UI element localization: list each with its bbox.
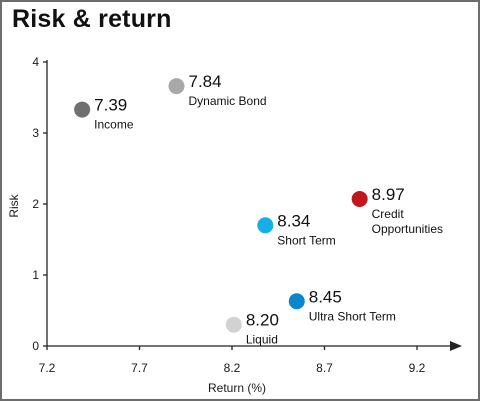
data-point: 8.20 Liquid — [225, 311, 279, 347]
data-point: 7.39 Income — [74, 96, 134, 132]
point-marker — [74, 101, 91, 118]
point-value-label: 8.97 — [372, 185, 405, 204]
point-value-label: 8.34 — [277, 211, 310, 230]
x-axis-arrow — [450, 341, 462, 351]
point-marker — [168, 78, 185, 95]
data-point: 8.45 Ultra Short Term — [288, 287, 396, 323]
data-point: 8.34 Short Term — [257, 211, 336, 247]
y-tick-label: 3 — [32, 126, 39, 140]
point-marker — [225, 316, 242, 333]
chart-title: Risk & return — [12, 5, 172, 33]
x-tick-label: 7.7 — [131, 361, 148, 375]
point-marker — [257, 217, 274, 234]
x-tick-label: 8.2 — [224, 361, 241, 375]
y-axis-label: Risk — [7, 193, 21, 217]
point-name-label: Ultra Short Term — [309, 309, 396, 323]
x-tick-label: 9.2 — [409, 361, 426, 375]
point-name-label: Dynamic Bond — [189, 94, 267, 108]
point-value-label: 8.45 — [309, 287, 342, 306]
y-tick-label: 1 — [32, 268, 39, 282]
x-tick-label: 8.7 — [316, 361, 333, 375]
point-name-label: Credit — [372, 207, 405, 221]
point-name-label: Income — [94, 118, 134, 132]
x-tick-label: 7.2 — [39, 361, 56, 375]
point-marker — [351, 191, 368, 208]
data-point: 7.84 Dynamic Bond — [168, 72, 267, 108]
point-marker — [288, 293, 305, 310]
point-value-label: 8.20 — [246, 311, 279, 330]
x-axis-label: Return (%) — [208, 381, 266, 395]
point-value-label: 7.84 — [189, 72, 222, 91]
y-tick-label: 0 — [32, 339, 39, 353]
point-value-label: 7.39 — [94, 96, 127, 115]
y-tick-label: 4 — [32, 55, 39, 69]
y-tick-label: 2 — [32, 197, 39, 211]
point-name-label: Liquid — [246, 333, 278, 347]
point-name-label: Opportunities — [372, 222, 443, 236]
point-name-label: Short Term — [277, 233, 335, 247]
